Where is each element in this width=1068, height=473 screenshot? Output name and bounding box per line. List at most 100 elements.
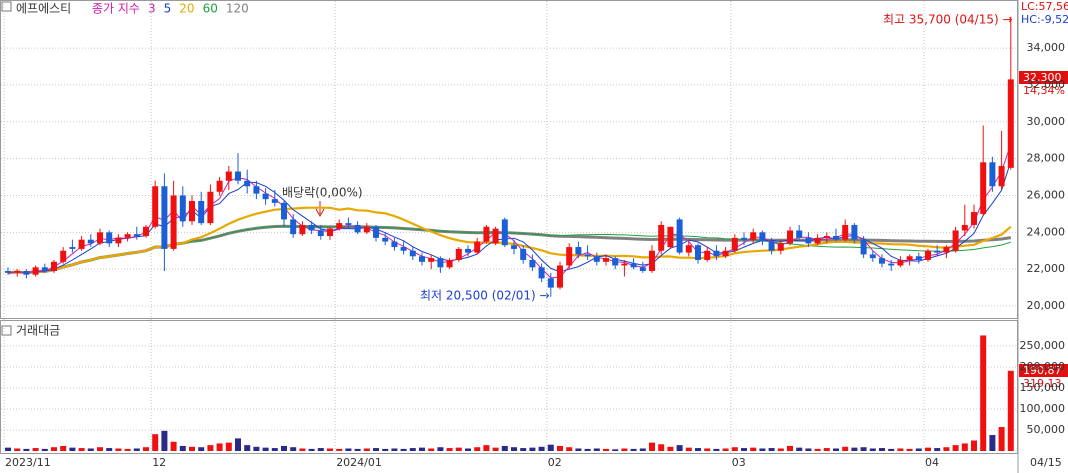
candle-body (5, 271, 11, 273)
volume-title: 거래대금 (16, 324, 60, 338)
side-label: 190,87 (1023, 364, 1062, 377)
y-tick-label: 100,000 (1020, 402, 1066, 415)
volume-bar (428, 448, 435, 451)
volume-bar (97, 447, 103, 451)
candle-body (400, 247, 407, 251)
volume-bar (41, 448, 48, 451)
volume-bar (603, 448, 609, 451)
side-label: LC:57,56 (1021, 0, 1068, 13)
candle-body (943, 247, 950, 253)
candle-body (842, 224, 849, 240)
volume-bar (5, 447, 11, 451)
y-tick-label: 20,000 (1027, 299, 1066, 312)
volume-bar (106, 448, 113, 451)
candle-body (501, 219, 508, 246)
candle-body (777, 243, 784, 251)
candle-body (32, 267, 39, 275)
volume-bar (805, 448, 812, 451)
volume-bar (630, 448, 637, 451)
volume-bar (115, 448, 122, 451)
volume-bar (262, 447, 269, 451)
candle-body (575, 247, 582, 255)
volume-bar (520, 448, 527, 451)
candle-body (143, 226, 149, 237)
candle-body (419, 256, 425, 262)
volume-bar (713, 448, 720, 451)
candle-body (833, 236, 839, 240)
volume-bar (787, 445, 793, 451)
candle-body (621, 263, 628, 266)
volume-bar (584, 448, 591, 451)
legend-entry: 60 (203, 2, 218, 16)
candle-body (796, 230, 803, 238)
candle-body (492, 228, 499, 244)
candle-body (823, 236, 830, 238)
candle-body (538, 267, 545, 279)
candle-body (409, 250, 416, 257)
candle-body (97, 232, 103, 244)
volume-bar (621, 448, 628, 451)
candle-body (51, 261, 57, 272)
volume-bar (934, 448, 941, 451)
candle-body (428, 258, 435, 262)
volume-bar (676, 445, 683, 451)
volume-bar (971, 440, 977, 451)
candle-body (106, 232, 113, 244)
volume-bar (336, 448, 343, 451)
candle-body (814, 237, 821, 244)
volume-bar (869, 448, 876, 451)
candle-body (750, 232, 757, 240)
volume-bar (796, 447, 803, 451)
y-tick-label: 250,000 (1020, 339, 1066, 352)
volume-bar (161, 430, 168, 451)
candle-body (483, 226, 490, 242)
volume-bar (722, 448, 729, 451)
y-tick-label: 28,000 (1027, 152, 1066, 165)
volume-bar (612, 449, 619, 451)
volume-bar (363, 448, 370, 451)
candle-body (14, 271, 21, 273)
volume-bar (529, 447, 536, 451)
candle-body (23, 271, 30, 275)
candle-body (299, 224, 306, 235)
x-tick-label: 2023/11 (5, 456, 51, 469)
candle-body (676, 219, 683, 253)
x-tick-label: 04/15 (1030, 456, 1062, 469)
volume-bar (317, 448, 324, 451)
candle-body (133, 234, 140, 237)
dividend-annotation: 배당락(0,00%) (282, 186, 363, 200)
candle-body (41, 267, 48, 272)
candle-body (612, 258, 619, 266)
volume-bar (189, 446, 195, 451)
candle-body (520, 248, 527, 260)
candle-body (971, 212, 977, 225)
volume-bar (759, 448, 766, 451)
candle-body (446, 259, 453, 268)
candle-body (336, 223, 343, 229)
volume-bar (198, 447, 205, 451)
candle-body (731, 237, 738, 251)
candle-body (317, 230, 324, 237)
volume-bar (814, 448, 821, 451)
candle-body (915, 256, 922, 260)
candle-body (649, 250, 655, 272)
volume-bar (299, 448, 306, 451)
volume-bar (437, 447, 444, 451)
candle-body (87, 239, 94, 244)
volume-bar (354, 448, 361, 451)
volume-bar (695, 448, 701, 451)
side-label: 32,300 (1023, 71, 1062, 84)
volume-bar (373, 448, 379, 451)
volume-bar (290, 447, 297, 451)
candle-body (216, 180, 223, 192)
volume-bar (474, 447, 481, 451)
candle-body (308, 224, 315, 231)
volume-bar (741, 448, 747, 451)
volume-bar (557, 445, 563, 451)
volume-bar (345, 448, 352, 451)
candle-body (658, 224, 665, 251)
volume-bar (32, 448, 39, 451)
volume-bar (639, 448, 646, 451)
side-label: 319,13 (1023, 377, 1062, 390)
